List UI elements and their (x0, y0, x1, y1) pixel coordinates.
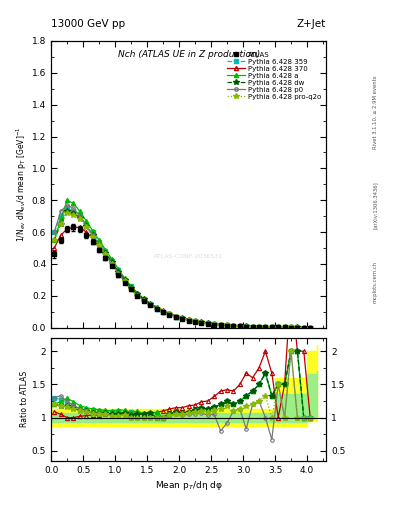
Text: [arXiv:1306.3436]: [arXiv:1306.3436] (373, 181, 378, 229)
Text: 13000 GeV pp: 13000 GeV pp (51, 19, 125, 30)
Text: mcplots.cern.ch: mcplots.cern.ch (373, 261, 378, 303)
Text: ATLAS-CONF-2036531: ATLAS-CONF-2036531 (154, 253, 223, 259)
X-axis label: Mean p$_T$/dη dφ: Mean p$_T$/dη dφ (155, 479, 222, 492)
Text: Rivet 3.1.10, ≥ 2.9M events: Rivet 3.1.10, ≥ 2.9M events (373, 76, 378, 150)
Text: Z+Jet: Z+Jet (297, 19, 326, 30)
Y-axis label: 1/N$_{ev}$ dN$_{ev}$/d mean p$_T$ [GeV]$^{-1}$: 1/N$_{ev}$ dN$_{ev}$/d mean p$_T$ [GeV]$… (15, 126, 29, 242)
Y-axis label: Ratio to ATLAS: Ratio to ATLAS (20, 371, 29, 428)
Legend: ATLAS, Pythia 6.428 359, Pythia 6.428 370, Pythia 6.428 a, Pythia 6.428 dw, Pyth: ATLAS, Pythia 6.428 359, Pythia 6.428 37… (226, 50, 323, 101)
Text: Nch (ATLAS UE in Z production): Nch (ATLAS UE in Z production) (118, 50, 260, 58)
